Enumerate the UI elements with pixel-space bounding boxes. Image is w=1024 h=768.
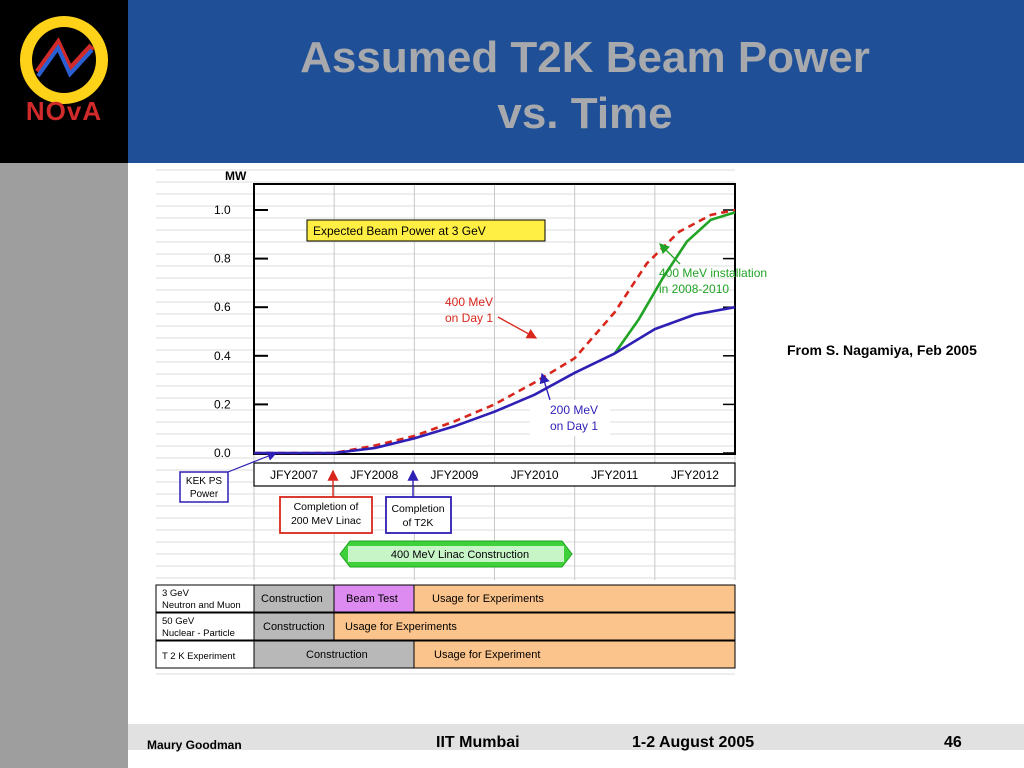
series-line-green [613,211,736,355]
red-series-arrow [497,316,538,339]
x-category-label: JFY2007 [270,468,318,482]
x-category-label: JFY2011 [591,468,638,482]
schedule-cell-label: Construction [263,621,325,633]
series-line-blue [254,305,736,455]
title-bar [128,0,1024,163]
green-series-label-line-2: in 2008-2010 [659,282,729,296]
footer-author: Maury Goodman [147,738,242,752]
y-tick-label: 0.4 [214,349,231,363]
y-tick-label: 0.8 [214,252,231,266]
schedule-cell [253,612,335,641]
footer-bar [128,724,1024,750]
schedule-cell-label: Beam Test [346,593,398,605]
beam-power-chart: MW 1.0 0.8 0.6 0.4 0.2 0.0 Expected Beam Powe… [155,169,767,675]
logo-wave-blue [36,44,94,78]
y-axis-label: MW [225,169,247,183]
red-series-label-line-1: 400 MeV [445,295,493,309]
schedule-cell [413,584,736,613]
linac-200-box [279,496,373,534]
plot-frame [253,183,736,455]
y-ticks: 1.0 0.8 0.6 0.4 0.2 0.0 [214,203,735,460]
blue-series-arrow [539,372,551,401]
y-tick-label: 1.0 [214,203,231,217]
linac-200-label-line-2: 200 MeV Linac [291,515,361,527]
logo-panel: NOvA [0,0,128,163]
x-category-label: JFY2010 [511,468,559,482]
kek-ps-box [179,471,229,503]
x-category-label: JFY2009 [430,468,478,482]
schedule-cell [413,640,736,669]
green-series-arrow [659,243,681,265]
blue-series-label-line-2: on Day 1 [550,419,598,433]
source-note: From S. Nagamiya, Feb 2005 [787,342,977,358]
schedule-cell-label: Construction [261,593,323,605]
schedule-row-name-line-2: Nuclear - Particle [162,628,235,639]
x-category-labels: JFY2007 JFY2008 JFY2009 JFY2010 JFY2011 JFY20… [270,468,719,482]
green-series-label-line-1: 400 MeV installation [659,266,767,280]
t2k-complete-label-line-1: Completion [391,503,444,515]
footer-page-number: 46 [944,734,962,751]
slide-title: Assumed T2K Beam Power vs. Time [128,30,1024,142]
nova-logo: NOvA [20,16,108,126]
schedule-row-header [155,584,255,613]
left-sidebar [0,163,128,768]
x-category-label: JFY2012 [671,468,719,482]
x-category-label: JFY2008 [350,468,398,482]
linac-400-label: 400 MeV Linac Construction [391,549,529,561]
linac-200-label-line-1: Completion of [294,501,359,513]
red-series-label-line-2: on Day 1 [445,311,493,325]
t2k-complete-box [385,496,452,534]
schedule-cell-label: Usage for Experiments [345,621,457,633]
y-tick-label: 0.6 [214,300,231,314]
schedule-row-header [155,640,255,669]
kek-ps-label-line-2: Power [190,489,219,500]
schedule-cell [333,584,415,613]
schedule-row-name-line-2: Neutron and Muon [162,600,241,611]
blue-series-label-bg [530,400,610,436]
kek-ps-label-line-1: KEK PS [186,476,222,487]
slide-title-line-1: Assumed T2K Beam Power [300,33,870,82]
series-line-red [254,208,736,455]
schedule-cell-label: Construction [306,649,368,661]
year-axis-box [253,462,736,487]
schedule-cell-label: Usage for Experiment [434,649,540,661]
y-tick-label: 0.2 [214,397,231,411]
schedule-cell [333,612,736,641]
schedule-row-name-line-1: 50 GeV [162,616,195,627]
linac-400-label-bg [348,546,564,562]
schedule-row-header [155,612,255,641]
schedule-cell [253,584,335,613]
slide-title-line-2: vs. Time [497,89,673,138]
blue-series-label-line-1: 200 MeV [550,403,598,417]
footer-venue: IIT Mumbai [436,734,520,751]
kek-ps-arrow [227,451,278,473]
logo-wordmark: NOvA [26,96,102,126]
schedule-row-name-line-1: 3 GeV [162,588,190,599]
expected-power-label: Expected Beam Power at 3 GeV [313,224,486,238]
y-tick-label: 0.0 [214,446,231,460]
schedule-cell-label: Usage for Experiments [432,593,544,605]
footer-date: 1-2 August 2005 [632,734,755,751]
schedule-cell [253,640,415,669]
t2k-complete-label-line-2: of T2K [403,517,434,529]
series-group [254,208,736,455]
schedule-row-name: T 2 K Experiment [162,651,236,662]
expected-power-box [306,219,546,242]
